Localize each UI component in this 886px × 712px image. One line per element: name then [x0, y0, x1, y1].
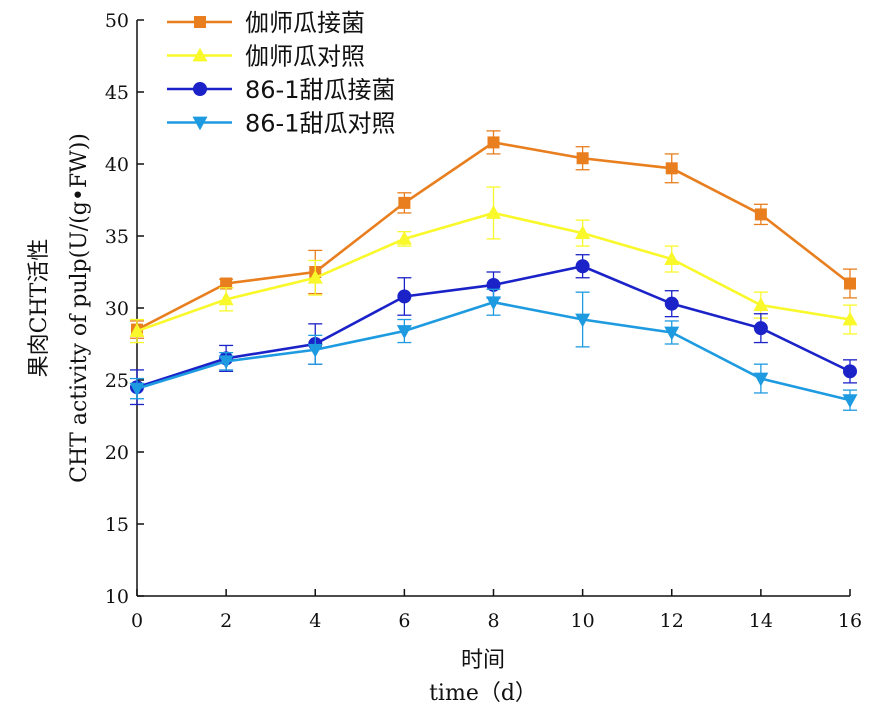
data-point	[575, 225, 591, 240]
x-tick-label: 12	[660, 610, 684, 632]
y-tick-label: 35	[105, 226, 129, 248]
y-tick-label: 45	[105, 82, 129, 104]
data-point	[844, 277, 856, 290]
data-point	[307, 269, 323, 284]
data-point	[753, 297, 769, 312]
data-point	[486, 296, 501, 311]
x-tick-label: 4	[309, 610, 321, 632]
y-tick-label: 20	[105, 442, 129, 464]
y-axis-title-en: CHT activity of pulp(U/(g•FW))	[67, 133, 92, 483]
data-point	[129, 323, 145, 337]
data-point	[575, 313, 591, 328]
series-layer	[129, 130, 858, 411]
data-point	[218, 355, 234, 370]
data-point	[398, 196, 411, 209]
data-point	[842, 394, 858, 409]
x-tick-label: 14	[749, 610, 773, 632]
legend-item: 伽师瓜接菌	[167, 9, 365, 37]
data-point	[218, 291, 234, 306]
data-point	[129, 382, 145, 397]
x-axis-title-en: time（d）	[429, 681, 537, 706]
y-tick-label: 15	[105, 514, 129, 536]
x-axis-title: 时间	[461, 648, 505, 673]
y-tick-label: 25	[105, 370, 129, 392]
data-point	[220, 277, 233, 290]
data-point	[576, 152, 589, 165]
x-tick-label: 0	[131, 610, 143, 632]
data-point	[753, 321, 768, 336]
legend-label: 86-1甜瓜对照	[245, 110, 395, 138]
data-point	[396, 230, 412, 245]
y-tick-label: 40	[105, 154, 129, 176]
x-tick-label: 10	[571, 610, 595, 632]
x-tick-label: 8	[487, 610, 499, 632]
data-point	[664, 251, 680, 265]
data-point	[486, 205, 501, 219]
data-point	[664, 296, 679, 311]
legend-label: 86-1甜瓜接菌	[245, 76, 395, 104]
legend-label: 伽师瓜对照	[245, 43, 365, 71]
series-line	[136, 300, 851, 402]
x-tick-label: 6	[398, 610, 410, 632]
data-point	[753, 372, 769, 387]
data-point	[665, 162, 678, 175]
data-point	[575, 259, 590, 274]
y-tick-label: 50	[105, 10, 129, 32]
series-2	[129, 186, 858, 344]
data-point	[397, 289, 412, 304]
data-point	[843, 364, 857, 379]
y-axis-title: 果肉CHT活性	[27, 239, 52, 378]
legend-item: 伽师瓜对照	[167, 43, 365, 71]
y-tick-label: 30	[105, 298, 129, 320]
legend-item: 86-1甜瓜接菌	[167, 76, 395, 104]
y-tick-label: 10	[105, 586, 129, 608]
x-tick-label: 16	[838, 610, 862, 632]
data-point	[754, 208, 767, 221]
legend-marker	[192, 116, 208, 131]
legend-label: 伽师瓜接菌	[245, 9, 365, 37]
data-point	[396, 325, 412, 339]
data-point	[842, 311, 858, 326]
legend-marker	[193, 82, 207, 96]
data-point	[486, 277, 501, 292]
legend-item: 86-1甜瓜对照	[167, 110, 395, 138]
series-4	[129, 288, 858, 411]
x-tick-label: 2	[220, 610, 232, 632]
data-point	[664, 326, 680, 341]
series-1	[130, 130, 857, 339]
data-point	[487, 136, 500, 149]
axes: 10 15 20 25 30 35 40 45 50 0 2 4 6 8 10 12 14 16	[105, 10, 862, 632]
legend-marker	[192, 47, 208, 62]
legend-marker	[194, 16, 206, 28]
data-point	[307, 343, 323, 358]
series-3	[130, 254, 857, 406]
